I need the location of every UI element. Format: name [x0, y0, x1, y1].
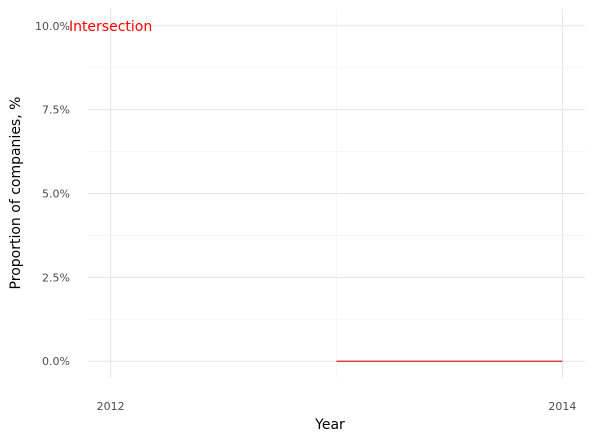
- y-axis-title: Proportion of companies, %: [8, 97, 24, 290]
- x-tick-label: 2014: [548, 400, 576, 413]
- annotation-layer: Intersection: [69, 19, 152, 35]
- y-tick-label: 0.0%: [42, 355, 70, 368]
- y-tick-label: 10.0%: [35, 20, 70, 33]
- y-tick-label: 5.0%: [42, 188, 70, 201]
- y-tick-label: 7.5%: [42, 104, 70, 117]
- x-axis-ticks: 2012 2014: [97, 400, 577, 413]
- x-tick-label: 2012: [97, 400, 125, 413]
- y-tick-label: 2.5%: [42, 271, 70, 284]
- annotation-label: Intersection: [69, 19, 152, 35]
- y-axis-ticks: 0.0% 2.5% 5.0% 7.5% 10.0%: [35, 20, 70, 368]
- x-axis-title: Year: [314, 417, 345, 433]
